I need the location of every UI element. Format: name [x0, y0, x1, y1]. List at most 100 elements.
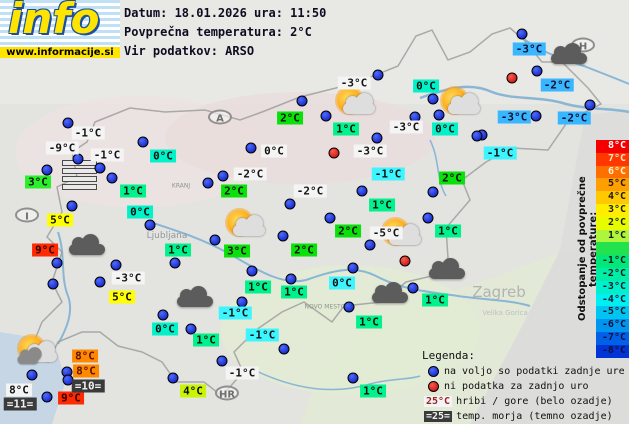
temp-label: 8°C [72, 349, 98, 363]
scale-band: -1°C [596, 255, 629, 268]
legend-item-nodata: ni podatka za zadnjo uro [422, 379, 627, 394]
temp-label: -3°C [353, 144, 387, 158]
temp-label: 1°C [422, 293, 448, 307]
header-source-line: Vir podatkov: ARSO [124, 44, 255, 58]
blue-station-dot [372, 69, 384, 81]
temp-label: 1°C [333, 122, 359, 136]
temp-label: 9°C [58, 391, 84, 405]
temp-label: -3°C [337, 76, 371, 90]
scale-band: 6°C [596, 165, 629, 179]
blue-station-dot [167, 372, 179, 384]
scale-band: -6°C [596, 319, 629, 332]
logo-brand-text: info [8, 0, 100, 43]
blue-station-dot [106, 172, 118, 184]
blue-station-dot [246, 265, 258, 277]
blue-station-dot [422, 212, 434, 224]
blue-station-dot [278, 343, 290, 355]
blue-dot-icon [428, 366, 439, 377]
legend-item-available: na voljo so podatki zadnje ure [422, 364, 627, 379]
cloud-dark-icon [366, 280, 412, 312]
blue-station-dot [217, 170, 229, 182]
cloud-dark-icon [63, 232, 109, 264]
blue-station-dot [202, 177, 214, 189]
temp-label: -3°C [111, 271, 145, 285]
cloud-shape [448, 93, 480, 114]
legend-item-label: temp. morja (temno ozadje) [456, 411, 613, 422]
cloud-shape [17, 347, 42, 364]
temp-label: 9°C [32, 243, 58, 257]
legend-item-label: hribi / gore (belo ozadje) [456, 396, 613, 407]
blue-station-dot [364, 239, 376, 251]
scale-band: -2°C [596, 267, 629, 281]
cloud-shape [177, 286, 213, 307]
blue-station-dot [157, 309, 169, 321]
legend-item-label: na voljo so podatki zadnje ure [444, 366, 625, 377]
blue-station-dot [216, 355, 228, 367]
temp-label: -2°C [540, 78, 574, 92]
cloud-shape [551, 43, 587, 64]
scale-band [596, 242, 629, 256]
site-logo[interactable]: info www.informacije.si [0, 0, 120, 58]
blue-station-dot [62, 117, 74, 129]
temp-label: 1°C [193, 333, 219, 347]
temp-label: -3°C [389, 120, 423, 134]
temp-label: -5°C [369, 226, 403, 240]
cloud-shape [69, 234, 105, 255]
temp-label: 2°C [439, 171, 465, 185]
city-label: KRANJ [171, 182, 191, 190]
temp-label: 8°C [73, 364, 99, 378]
fog-bar [61, 168, 97, 174]
white-sample-badge: 25°C [424, 396, 453, 407]
temp-label: =11= [3, 397, 37, 411]
fog-bar [61, 176, 97, 182]
blue-station-dot [47, 278, 59, 290]
temp-label: 0°C [127, 205, 153, 219]
country-sign-hr: HR [214, 385, 240, 401]
temp-label: 3°C [224, 244, 250, 258]
temp-label: -1°C [225, 366, 259, 380]
temp-label: 4°C [180, 384, 206, 398]
temp-label: 2°C [221, 184, 247, 198]
temp-label: 1°C [356, 315, 382, 329]
temp-label: 1°C [245, 280, 271, 294]
blue-station-dot [427, 93, 439, 105]
scale-band: -4°C [596, 293, 629, 307]
cloud-shape [233, 215, 265, 236]
red-station-dot [506, 72, 518, 84]
blue-station-dot [137, 136, 149, 148]
city-label: Ljubljana [146, 231, 188, 241]
temp-label: -2°C [293, 184, 327, 198]
blue-station-dot [407, 282, 419, 294]
temperature-deviation-scale: 8°C 7°C 6°C 5°C 4°C 3°C 2°C 1°C -1°C -2°C -3°C -4°C… [596, 140, 629, 358]
blue-station-dot [320, 110, 332, 122]
temp-label: 8°C [6, 383, 32, 397]
legend: Legenda: na voljo so podatki zadnje ure … [422, 349, 627, 424]
cloud-shape [343, 93, 375, 114]
blue-station-dot [94, 162, 106, 174]
country-sign-i: I [15, 207, 39, 223]
dark-sample-badge: =25= [424, 411, 453, 422]
scale-band: 4°C [596, 191, 629, 204]
blue-station-dot [530, 110, 542, 122]
blue-station-dot [284, 198, 296, 210]
blue-station-dot [185, 323, 197, 335]
temp-label: -1°C [90, 148, 124, 162]
logo-url[interactable]: www.informacije.si [0, 47, 120, 58]
red-dot-icon [428, 381, 439, 392]
blue-station-dot [245, 142, 257, 154]
temp-label: 1°C [360, 384, 386, 398]
scale-band: -8°C [596, 344, 629, 358]
blue-station-dot [169, 257, 181, 269]
temp-label: 3°C [25, 175, 51, 189]
scale-band: 3°C [596, 203, 629, 217]
temp-label: -3°C [497, 110, 531, 124]
blue-station-dot [347, 262, 359, 274]
temp-label: 0°C [329, 276, 355, 290]
scale-band: 7°C [596, 152, 629, 166]
temp-label: -1°C [371, 167, 405, 181]
blue-station-dot [433, 109, 445, 121]
temp-label: -2°C [233, 167, 267, 181]
temp-label: -1°C [71, 126, 105, 140]
blue-station-dot [296, 95, 308, 107]
